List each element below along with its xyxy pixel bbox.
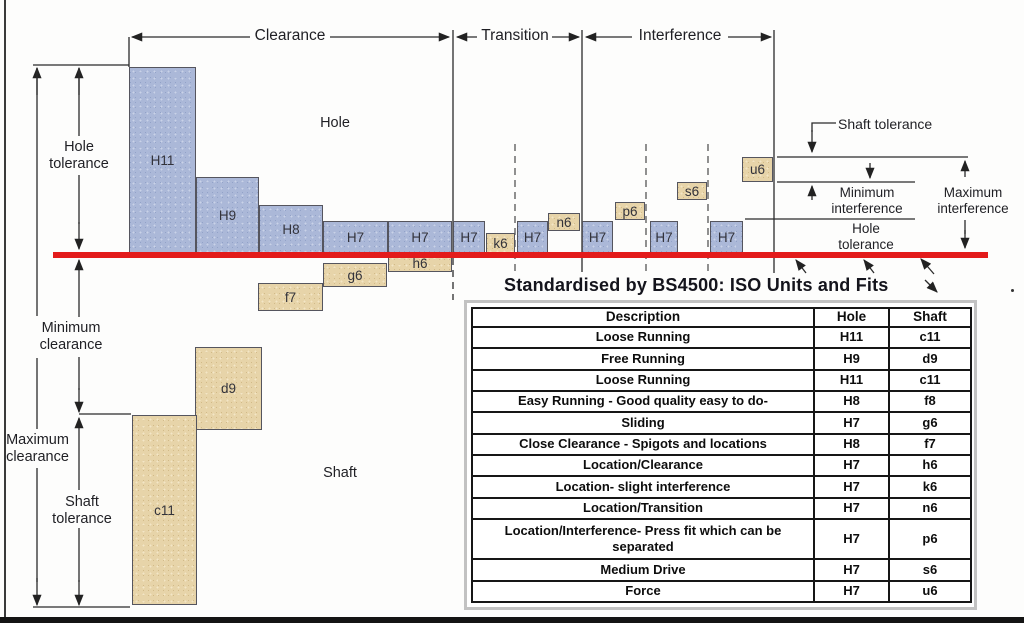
table-cell: H7 [813,517,890,561]
table-cell: Free Running [471,347,815,371]
table-cell: H7 [813,475,890,499]
fit-box-h7: H7 [710,221,743,254]
fit-box-h11: H11 [129,67,196,254]
table-row: Free Running H9 d9 [471,347,972,371]
fit-box-h7: H7 [517,221,548,254]
table-cell: c11 [888,325,972,350]
table-cell: H9 [813,347,890,371]
table-cell: f8 [888,389,972,414]
fit-box-h7: H7 [323,221,388,254]
table-cell: H7 [813,411,890,435]
region-label-shaft: Shaft [323,465,357,481]
table-cell: Force [471,579,815,603]
table-cell: H7 [813,453,890,478]
fit-box-s6: s6 [677,182,707,200]
table-cell: Location/Clearance [471,453,815,478]
label-maximum-clearance: Maximum clearance [6,432,69,466]
label-hole-tolerance-left: Hole tolerance [49,139,109,173]
table-row: Loose Running H11 c11 [471,325,972,350]
table-header-row: Description Hole Shaft [471,307,972,328]
fit-box-h7: H7 [582,221,613,254]
fit-box-c11: c11 [132,415,197,605]
page-bottom-border [0,617,1024,623]
fit-box-n6: n6 [548,213,580,231]
table-row: Location- slight interference H7 k6 [471,475,972,499]
table-row: Loose Running H11 c11 [471,368,972,392]
fit-box-k6: k6 [486,233,515,253]
table-cell: s6 [888,558,972,582]
fit-box-g6: g6 [323,263,387,287]
fit-box-f7: f7 [258,283,323,311]
table-cell: c11 [888,368,972,392]
table-cell: H7 [813,558,890,582]
label-shaft-tolerance-left: Shaft tolerance [52,494,112,528]
table-cell: Medium Drive [471,558,815,582]
table-row: Sliding H7 g6 [471,411,972,435]
fit-box-h6: h6 [388,254,452,272]
table-cell: Location/Transition [471,496,815,520]
table-cell: Sliding [471,411,815,435]
fits-table-frame: Description Hole Shaft Loose Running H11 c… [464,300,977,610]
label-maximum-interference: Maximum interference [937,185,1009,216]
table-cell: Loose Running [471,368,815,392]
fit-box-h9: H9 [196,177,259,254]
label-minimum-clearance: Minimum clearance [39,320,103,354]
table-cell: g6 [888,411,972,435]
table-cell: Close Clearance - Spigots and locations [471,432,815,456]
table-row: Close Clearance - Spigots and locations H… [471,432,972,456]
table-cell: H11 [813,325,890,350]
region-label-hole: Hole [320,115,350,131]
stray-dot [1011,289,1014,292]
fit-box-p6: p6 [615,202,645,220]
table-cell: H8 [813,432,890,456]
fit-box-h7: H7 [650,221,678,254]
table-cell: u6 [888,579,972,603]
zone-label-transition: Transition [481,27,549,44]
table-cell: p6 [888,517,972,561]
table-cell: h6 [888,453,972,478]
table-row: Medium Drive H7 s6 [471,558,972,582]
column-header-shaft: Shaft [888,307,972,328]
label-hole-tolerance-right: Hole tolerance [838,221,894,252]
fits-table-body: Loose Running H11 c11 Free Running H9 d9 Loose… [471,325,972,603]
fit-box-d9: d9 [195,347,262,430]
column-header-hole: Hole [813,307,890,328]
table-cell: Location/Interference- Press fit which c… [471,517,815,561]
fit-box-h7: H7 [388,221,452,254]
zone-label-interference: Interference [638,27,722,44]
table-cell: n6 [888,496,972,520]
table-cell: d9 [888,347,972,371]
table-row: Location/Interference- Press fit which c… [471,517,972,561]
page-left-border [4,0,6,617]
label-minimum-interference: Minimum interference [831,185,903,216]
table-row: Location/Transition H7 n6 [471,496,972,520]
table-row: Force H7 u6 [471,579,972,603]
table-cell: f7 [888,432,972,456]
basic-size-datum-line [53,252,988,258]
table-cell: H7 [813,579,890,603]
table-cell: H7 [813,496,890,520]
table-title: Standardised by BS4500: ISO Units and Fi… [504,275,889,295]
table-cell: k6 [888,475,972,499]
column-header-description: Description [471,307,815,328]
fit-box-h7: H7 [453,221,485,254]
table-cell: Loose Running [471,325,815,350]
fit-box-u6: u6 [742,157,773,182]
fit-box-h8: H8 [259,205,323,254]
table-row: Easy Running - Good quality easy to do- H… [471,389,972,414]
table-cell: Location- slight interference [471,475,815,499]
label-shaft-tolerance-right: Shaft tolerance [838,116,933,132]
fits-table: Description Hole Shaft Loose Running H11 c… [471,307,972,603]
table-cell: H8 [813,389,890,414]
table-cell: Easy Running - Good quality easy to do- [471,389,815,414]
table-cell: H11 [813,368,890,392]
table-row: Location/Clearance H7 h6 [471,453,972,478]
zone-label-clearance: Clearance [254,27,326,44]
